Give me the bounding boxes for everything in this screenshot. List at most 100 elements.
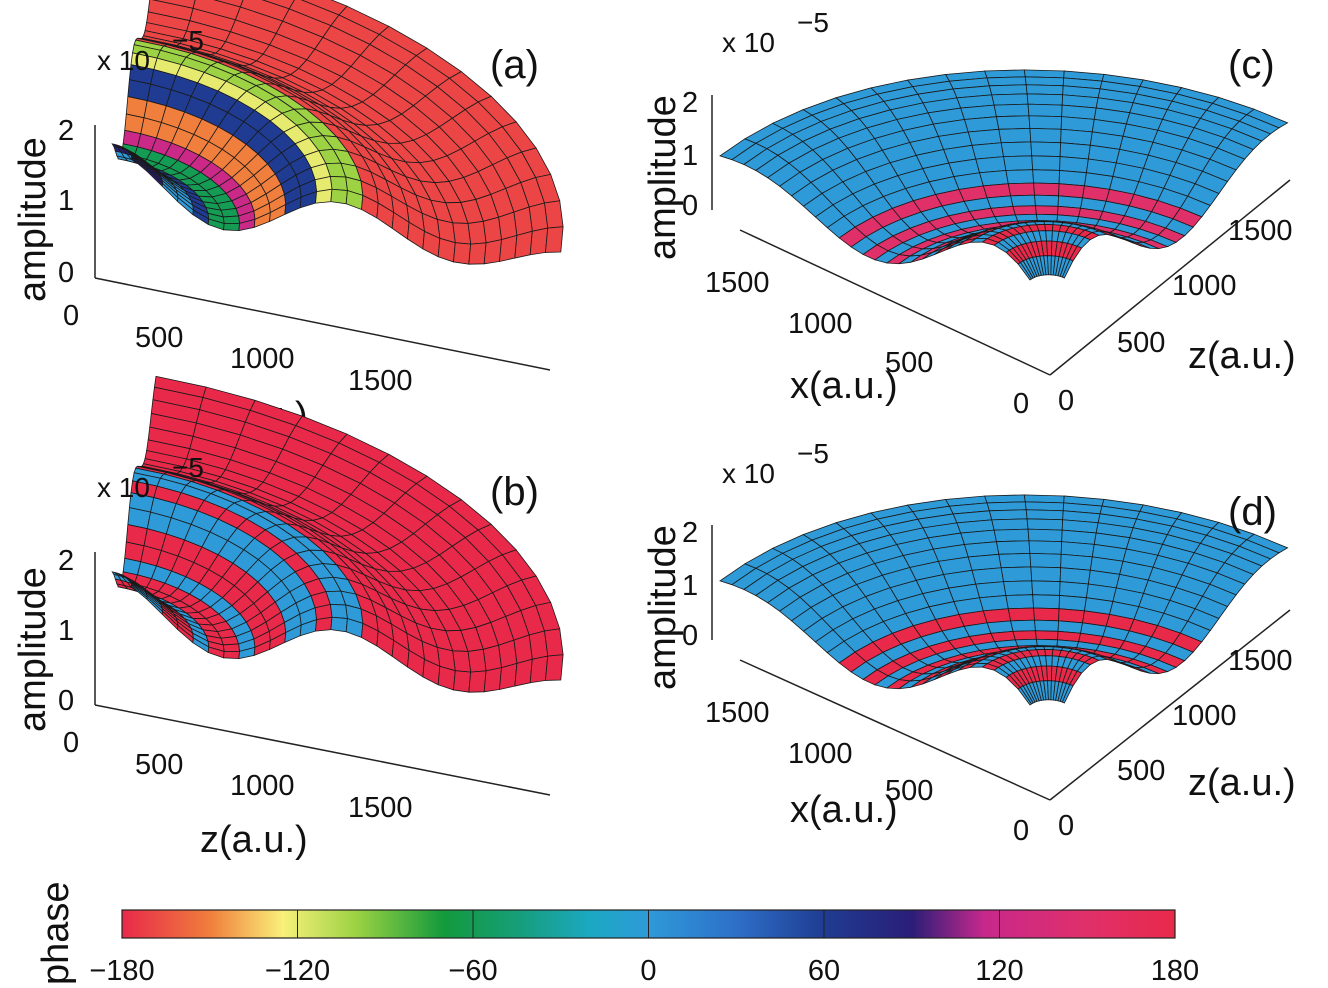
- surface-cell: [453, 242, 472, 265]
- x-tick-a-1000: 1000: [230, 343, 295, 375]
- surface-cell: [1035, 638, 1058, 647]
- surface-cell: [988, 84, 1028, 96]
- x-tick-a-0: 0: [63, 300, 79, 332]
- colorbar-tick-label: −180: [89, 955, 154, 987]
- z-tick-b-0: 0: [58, 685, 74, 717]
- surface-cell: [499, 662, 518, 690]
- surface-cell: [1059, 156, 1089, 174]
- colorbar: −180 −120 −60 0 60 120 180 phase: [35, 881, 1199, 987]
- surface-cell: [1012, 630, 1037, 641]
- surface-cell: [1059, 567, 1091, 585]
- surface-cell: [971, 142, 1005, 160]
- x-axis-c: [739, 229, 1051, 376]
- exponent-base-c: x 10: [722, 27, 775, 58]
- x-tick-d-500: 500: [885, 775, 933, 807]
- surface-cell: [991, 518, 1029, 531]
- exponent-base-b: x 10: [97, 472, 150, 503]
- x-tick-a-1500: 1500: [348, 365, 413, 397]
- surface-cell: [1030, 141, 1062, 157]
- surface-cell: [330, 616, 348, 633]
- surface-cell: [437, 237, 456, 263]
- surface-cell: [995, 115, 1031, 130]
- y-tick-c-500: 500: [1117, 327, 1165, 359]
- surface-cell: [222, 215, 240, 224]
- colorbar-tick-label: 0: [640, 955, 656, 987]
- x-tick-b-0: 0: [63, 727, 79, 759]
- surface-cell: [468, 670, 487, 693]
- y-label-d: z(a.u.): [1188, 762, 1296, 804]
- colorbar-tick-label: −120: [265, 955, 330, 987]
- y-label-c: z(a.u.): [1188, 335, 1296, 377]
- colorbar-title: phase: [35, 881, 77, 985]
- surface-cell: [1034, 194, 1059, 207]
- surface-cell: [1058, 183, 1085, 199]
- surface-cell: [1034, 619, 1059, 632]
- surface-cell: [998, 127, 1032, 144]
- panel-label-a: (a): [490, 43, 539, 87]
- surface-a: [111, 0, 564, 265]
- surface-cell: [330, 188, 348, 205]
- z-tick-d-2: 2: [682, 517, 698, 549]
- surface-cell: [1000, 141, 1033, 158]
- surface-cell: [1031, 155, 1061, 171]
- x-axis-b: [94, 704, 551, 796]
- surface-b: [111, 375, 564, 693]
- exponent-power-d: −5: [797, 438, 829, 469]
- surface-cell: [1061, 683, 1074, 704]
- y-tick-c-0: 0: [1058, 385, 1074, 417]
- x-axis-d: [739, 659, 1051, 801]
- surface-cell: [329, 176, 348, 191]
- exponent-base-d: x 10: [722, 458, 775, 489]
- z-tick-c-0: 0: [682, 190, 698, 222]
- y-axis-c: [1049, 179, 1291, 376]
- surface-cell: [482, 644, 502, 672]
- surface-cell: [993, 528, 1030, 543]
- surface-cell: [468, 242, 487, 265]
- surface-cell: [1027, 528, 1063, 543]
- x-label-d: x(a.u.): [790, 789, 898, 831]
- x-tick-c-0: 0: [1013, 388, 1029, 420]
- surface-cell: [975, 581, 1007, 599]
- x-tick-d-0: 0: [1013, 815, 1029, 847]
- surface-cell: [315, 616, 333, 632]
- surface-cell: [529, 655, 549, 684]
- surface-cell: [1010, 619, 1036, 632]
- exponent-power-b: −5: [172, 452, 204, 483]
- y-tick-c-1500: 1500: [1228, 215, 1293, 247]
- surface-cell: [998, 552, 1032, 569]
- exponent-base-a: x 10: [97, 45, 150, 76]
- colorbar-tick-label: −60: [448, 955, 497, 987]
- x-tick-b-1000: 1000: [230, 770, 295, 802]
- surface-cell: [971, 567, 1005, 585]
- x-tick-a-500: 500: [135, 322, 183, 354]
- surface-cell: [514, 658, 533, 687]
- surface-cell: [1010, 194, 1036, 207]
- surface-d: [719, 494, 1289, 706]
- surface-cell: [467, 220, 487, 245]
- panel-d: x 10 −5 (d) 2 1 0 1500 1000 500 0 0 500 …: [642, 438, 1296, 847]
- colorbar-tick-label: 60: [808, 955, 840, 987]
- y-tick-d-1500: 1500: [1228, 645, 1293, 677]
- surface-cell: [1025, 509, 1064, 521]
- surface-cell: [1059, 581, 1089, 599]
- surface-cell: [1028, 540, 1063, 555]
- surface-cell: [1005, 594, 1035, 610]
- x-label-c: x(a.u.): [790, 365, 898, 407]
- surface-cell: [1005, 169, 1035, 185]
- surface-cell: [483, 239, 502, 265]
- surface-cell: [222, 643, 240, 652]
- surface-cell: [1031, 580, 1061, 596]
- surface-cell: [545, 654, 564, 681]
- z-tick-a-0: 0: [58, 257, 74, 289]
- surface-c: [719, 69, 1289, 281]
- z-label-d: amplitude: [642, 525, 684, 690]
- surface-cell: [223, 650, 240, 660]
- z-tick-b-1: 1: [58, 615, 74, 647]
- surface-cell: [975, 156, 1007, 174]
- surface-cell: [1000, 566, 1033, 583]
- surface-cell: [1030, 566, 1062, 582]
- x-tick-b-1500: 1500: [348, 792, 413, 824]
- z-tick-d-0: 0: [682, 620, 698, 652]
- surface-cell: [1007, 182, 1035, 197]
- surface-cell: [315, 188, 333, 204]
